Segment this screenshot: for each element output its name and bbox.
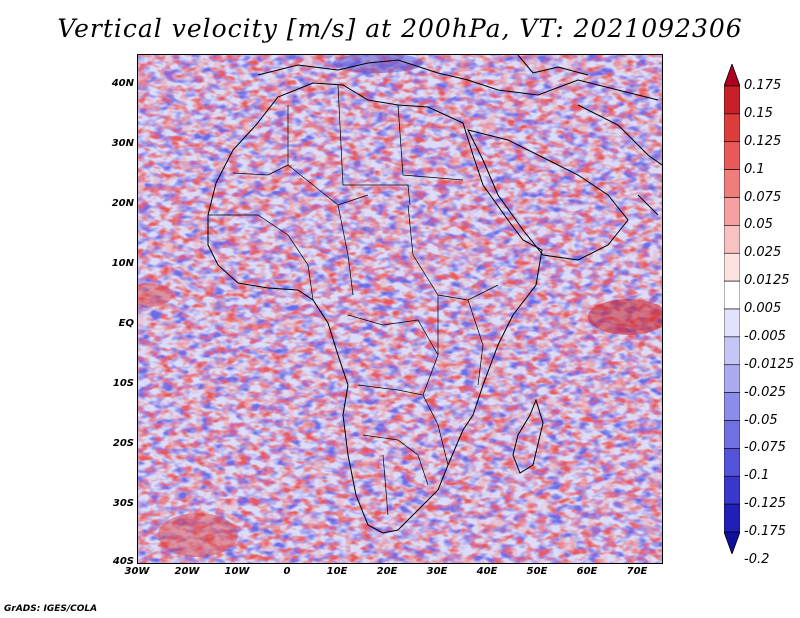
colorbar-segment (724, 503, 740, 533)
lat-label-eq: EQ (118, 318, 134, 329)
colorbar-segment (724, 197, 740, 226)
lat-label-40n: 40N (111, 78, 134, 89)
lat-label-20n: 20N (111, 198, 134, 209)
lon-label-10w: 10W (224, 566, 250, 577)
plot-title: Vertical velocity [m/s] at 200hPa, VT: 2… (57, 14, 743, 43)
coastlines (207, 55, 662, 534)
colorbar-bottom-arrow (724, 531, 740, 554)
country-borders (208, 84, 499, 516)
colorbar-segment (724, 280, 740, 310)
lon-label-70e: 70E (626, 566, 648, 577)
lon-label-20w: 20W (174, 566, 200, 577)
colorbar-segment (724, 392, 740, 421)
colorbar-segment (724, 169, 740, 198)
colorbar-label: 0.025 (744, 245, 782, 261)
colorbar-segment (724, 141, 740, 170)
colorbar-label: 0.05 (744, 217, 773, 233)
vertical-velocity-map (137, 54, 663, 564)
colorbar-segment (724, 448, 740, 477)
colorbar-label: -0.05 (744, 412, 778, 428)
lon-label-0: 0 (283, 566, 291, 577)
lon-label-50e: 50E (526, 566, 548, 577)
colorbar-segment (724, 252, 740, 282)
lat-label-10s: 10S (112, 378, 134, 389)
lon-label-60e: 60E (576, 566, 598, 577)
colorbar-segment (724, 113, 740, 143)
colorbar-segment (724, 336, 740, 366)
lat-label-30n: 30N (111, 138, 134, 149)
lat-label-20s: 20S (112, 438, 134, 449)
colorbar-segment (724, 364, 740, 393)
colorbar-segment (724, 225, 740, 254)
colorbar-label: -0.125 (744, 496, 786, 512)
colorbar-label: 0.005 (744, 301, 782, 316)
lon-label-30w: 30W (124, 566, 150, 577)
colorbar-top-arrow (724, 64, 740, 87)
colorbar-label: 0.15 (744, 105, 773, 121)
colorbar-label: 0.175 (744, 78, 782, 93)
colorbar (724, 64, 740, 554)
colorbar-label: -0.1 (744, 468, 770, 484)
lat-label-40s: 40S (112, 556, 134, 567)
colorbar-label: 0.125 (744, 133, 782, 149)
colorbar-label: -0.175 (744, 524, 786, 539)
lon-label-30e: 30E (426, 566, 448, 577)
colorbar-segment (724, 85, 740, 115)
colorbar-segment (724, 475, 740, 505)
colorbar-label: 0.0125 (744, 273, 790, 289)
colorbar-label: -0.025 (744, 384, 786, 400)
colorbar-segment (724, 420, 740, 449)
lat-label-10n: 10N (111, 258, 134, 269)
colorbar-label: -0.075 (744, 440, 786, 456)
colorbar-label: 0.075 (744, 189, 782, 205)
lon-label-40e: 40E (476, 566, 498, 577)
colorbar-label: -0.0125 (744, 356, 795, 372)
footer-credit: GrADS: IGES/COLA (4, 604, 98, 614)
lon-label-10e: 10E (326, 566, 348, 577)
colorbar-segment (724, 308, 740, 338)
lat-label-30s: 30S (112, 498, 134, 509)
colorbar-label: -0.2 (744, 551, 770, 567)
lon-label-20e: 20E (376, 566, 398, 577)
colorbar-label: -0.005 (744, 328, 786, 344)
colorbar-label: 0.1 (744, 161, 765, 177)
